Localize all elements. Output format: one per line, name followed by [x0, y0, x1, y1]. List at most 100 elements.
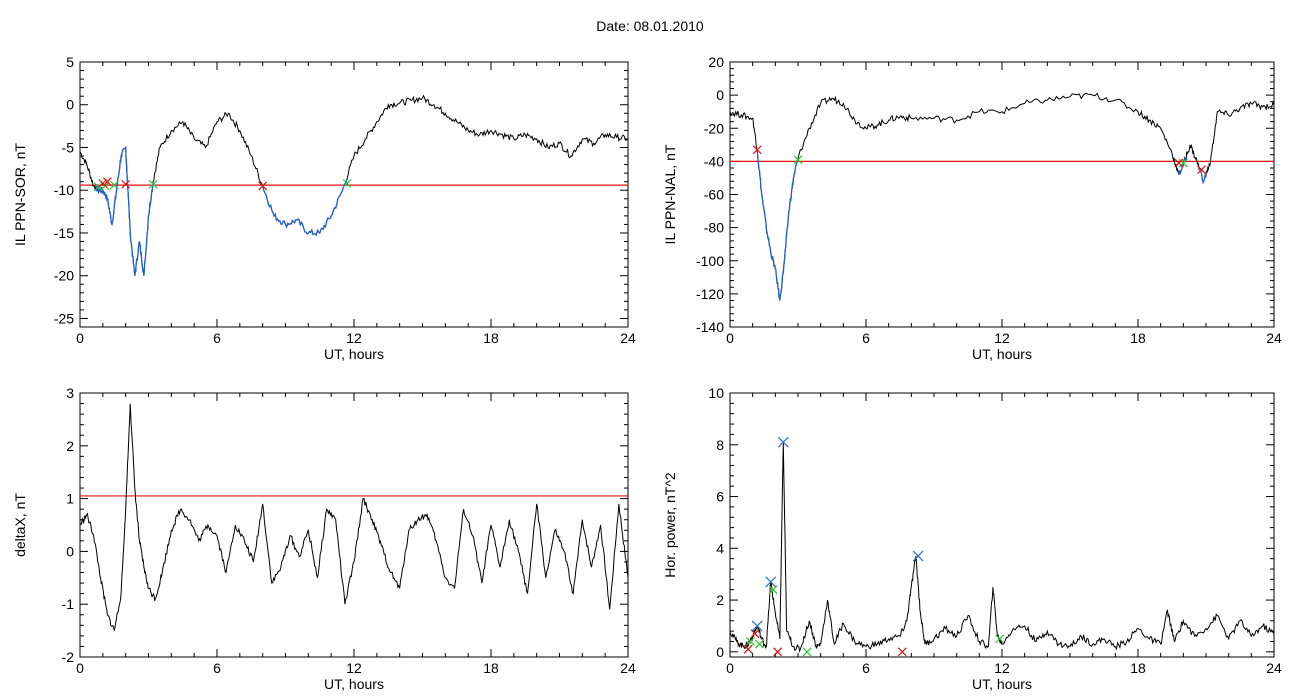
x-tick-label: 18 — [483, 660, 499, 676]
highlight-segment — [129, 181, 154, 276]
y-tick-label: 6 — [716, 489, 724, 505]
x-tick-label: 18 — [1130, 330, 1146, 346]
marker-end — [773, 647, 783, 657]
marker-start — [802, 647, 812, 657]
marker-peak — [751, 620, 763, 632]
marker-start — [755, 639, 764, 649]
y-tick-label: -20 — [54, 268, 74, 284]
y-tick-label: 5 — [66, 54, 74, 70]
marker-start — [109, 180, 119, 190]
marker-end — [121, 179, 131, 189]
y-tick-label: -20 — [704, 120, 724, 136]
x-tick-label: 12 — [346, 660, 362, 676]
y-tick-label: -40 — [704, 153, 724, 169]
y-tick-label: 20 — [708, 54, 724, 70]
series-line — [730, 92, 1274, 301]
marker-start — [745, 637, 755, 646]
marker-end — [98, 178, 108, 188]
x-tick-label: 24 — [1266, 330, 1282, 346]
panel-il-ppn-nal: 0 6 12 18 24 -140 -120 -100 -80 -60 -40 -20 0 20 UT, h… — [662, 54, 1282, 362]
y-tick-label: 2 — [716, 592, 724, 608]
y-tick-label: -25 — [54, 310, 74, 326]
marker-end — [258, 181, 268, 191]
x-tick-label: 0 — [76, 660, 84, 676]
x-tick-label: 0 — [726, 330, 734, 346]
y-tick-label: -2 — [62, 649, 75, 665]
x-tick-label: 0 — [76, 330, 84, 346]
y-tick-label: 4 — [716, 540, 724, 556]
plot-area — [80, 94, 628, 276]
series-line — [730, 442, 1274, 653]
x-tick-label: 12 — [994, 330, 1010, 346]
y-tick-label: 2 — [66, 438, 74, 454]
figure-title: Date: 08.01.2010 — [596, 18, 704, 34]
y-tick-label: 0 — [66, 97, 74, 113]
marker-peak — [765, 576, 777, 588]
marker-start — [995, 634, 1005, 644]
x-tick-label: 6 — [862, 660, 870, 676]
y-tick-label: 10 — [708, 385, 724, 401]
x-tick-label: 24 — [620, 660, 636, 676]
plot-frame — [79, 392, 629, 658]
y-tick-label: 1 — [66, 491, 74, 507]
y-tick-label: -5 — [62, 139, 75, 155]
highlight-segment — [756, 149, 799, 301]
y-tick-label: -140 — [696, 319, 724, 335]
plot-area — [730, 92, 1274, 301]
marker-end — [752, 145, 762, 155]
marker-start — [768, 585, 778, 595]
y-tick-label: -120 — [696, 286, 724, 302]
marker-start — [342, 178, 352, 188]
x-axis-label: UT, hours — [972, 676, 1032, 692]
y-tick-label: -1 — [62, 596, 75, 612]
plot-frame — [79, 61, 629, 328]
marker-end — [1174, 158, 1184, 168]
x-tick-label: 6 — [213, 330, 221, 346]
y-axis-label: IL PPN-SOR, nT — [12, 143, 28, 246]
x-tick-label: 6 — [213, 660, 221, 676]
y-tick-label: -60 — [704, 187, 724, 203]
y-axis-label: Hor. power, nT^2 — [662, 472, 678, 578]
x-axis-label: UT, hours — [324, 676, 384, 692]
marker-peak — [912, 550, 924, 562]
plot-frame — [729, 61, 1275, 328]
marker-end — [897, 647, 907, 657]
marker-end — [750, 629, 760, 639]
x-tick-label: 24 — [1266, 660, 1282, 676]
y-tick-label: -100 — [696, 253, 724, 269]
marker-end — [1197, 165, 1206, 175]
plot-area — [730, 436, 1274, 657]
x-axis-label: UT, hours — [324, 346, 384, 362]
marker-start — [793, 155, 803, 165]
plot-frame — [729, 392, 1275, 658]
plot-area — [80, 403, 628, 631]
panel-il-ppn-sor: 0 6 12 18 24 -25 -20 -15 -10 -5 0 5 UT, hours IL PPN-… — [12, 54, 636, 362]
x-tick-label: 12 — [346, 330, 362, 346]
x-tick-label: 24 — [620, 330, 636, 346]
y-axis-label: deltaX, nT — [12, 493, 28, 557]
highlight-segment — [262, 178, 348, 237]
y-tick-label: -80 — [704, 220, 724, 236]
y-tick-label: -10 — [54, 182, 74, 198]
x-tick-label: 18 — [483, 330, 499, 346]
y-axis-label: IL PPN-NAL, nT — [662, 144, 678, 244]
x-tick-label: 12 — [994, 660, 1010, 676]
marker-end — [743, 644, 753, 654]
y-tick-label: -15 — [54, 225, 74, 241]
highlight-segment — [1178, 156, 1186, 176]
y-tick-label: 0 — [66, 543, 74, 559]
series-line — [80, 403, 628, 631]
y-tick-label: 0 — [716, 644, 724, 660]
marker-peak — [777, 436, 789, 448]
x-axis-label: UT, hours — [972, 346, 1032, 362]
x-tick-label: 18 — [1130, 660, 1146, 676]
marker-start — [148, 179, 158, 189]
x-tick-label: 6 — [862, 330, 870, 346]
y-tick-label: 0 — [716, 87, 724, 103]
x-tick-label: 0 — [726, 660, 734, 676]
y-tick-label: 8 — [716, 437, 724, 453]
series-line — [80, 94, 628, 276]
